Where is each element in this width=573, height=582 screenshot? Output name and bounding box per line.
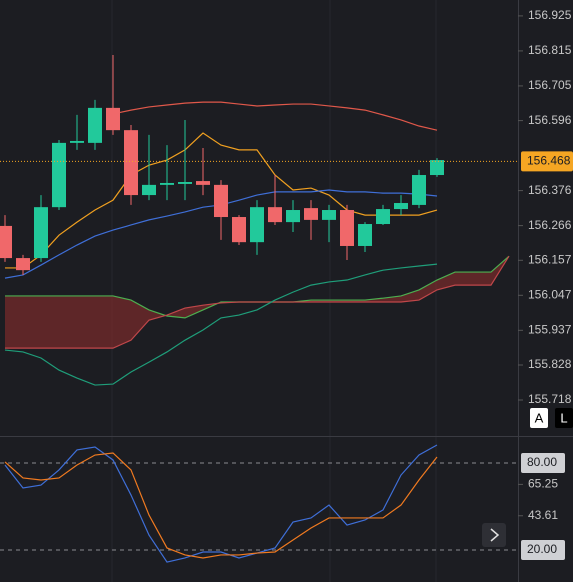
candle-body: [70, 140, 84, 143]
candle-body: [250, 207, 264, 243]
candle-body: [142, 184, 156, 196]
candle-body: [34, 207, 48, 259]
candle-body: [430, 160, 444, 176]
indicator-line: [4, 263, 438, 386]
y-tick-label: 43.61: [528, 508, 558, 522]
indicator-line: [4, 452, 438, 559]
level-label: 80.00: [527, 455, 557, 469]
candle-body: [160, 182, 174, 185]
candle-body: [232, 217, 246, 243]
scale-button-label[interactable]: A: [535, 410, 544, 425]
y-tick-label: 156.157: [528, 252, 572, 266]
scroll-arrow: [490, 528, 500, 542]
candle-body: [304, 208, 318, 220]
candle-body: [16, 258, 30, 271]
candle-body: [52, 142, 66, 208]
candle-body: [340, 210, 354, 246]
candle-body: [214, 184, 228, 218]
level-box: [521, 452, 565, 473]
last-price-box: [521, 151, 573, 172]
candle-body: [178, 182, 192, 184]
candle-body: [412, 175, 426, 205]
cloud-fill: [5, 256, 509, 349]
candle-body: [0, 225, 12, 259]
candle-body: [268, 207, 282, 223]
indicator-line: [4, 444, 438, 563]
candle-body: [196, 181, 210, 185]
y-tick-label: 156.047: [528, 287, 572, 301]
candle-body: [88, 107, 102, 143]
last-price-label: 156.468: [527, 154, 571, 168]
scale-button[interactable]: [555, 408, 573, 428]
y-tick-label: 156.925: [528, 8, 572, 22]
level-label: 20.00: [527, 542, 557, 556]
level-box: [521, 539, 565, 560]
y-tick-label: 156.376: [528, 183, 572, 197]
y-tick-label: 155.828: [528, 357, 572, 371]
y-tick-label: 65.25: [528, 477, 558, 491]
scale-button-label[interactable]: L: [560, 410, 567, 425]
candle-body: [286, 210, 300, 223]
indicator-line: [5, 132, 438, 269]
y-tick-label: 155.718: [528, 392, 572, 406]
candle-body: [106, 107, 120, 131]
indicator-line: [112, 101, 438, 131]
scale-button[interactable]: [530, 408, 548, 428]
scroll-button[interactable]: [482, 523, 506, 547]
y-tick-label: 155.937: [528, 322, 572, 336]
candle-body: [358, 224, 372, 246]
y-tick-label: 156.705: [528, 78, 572, 92]
candle-body: [376, 209, 390, 225]
indicator-line: [5, 255, 510, 349]
y-tick-label: 156.596: [528, 113, 572, 127]
y-tick-label: 156.266: [528, 218, 572, 232]
candle-body: [124, 130, 138, 196]
candle-body: [394, 203, 408, 210]
candle-body: [322, 210, 336, 220]
y-tick-label: 156.815: [528, 43, 572, 57]
